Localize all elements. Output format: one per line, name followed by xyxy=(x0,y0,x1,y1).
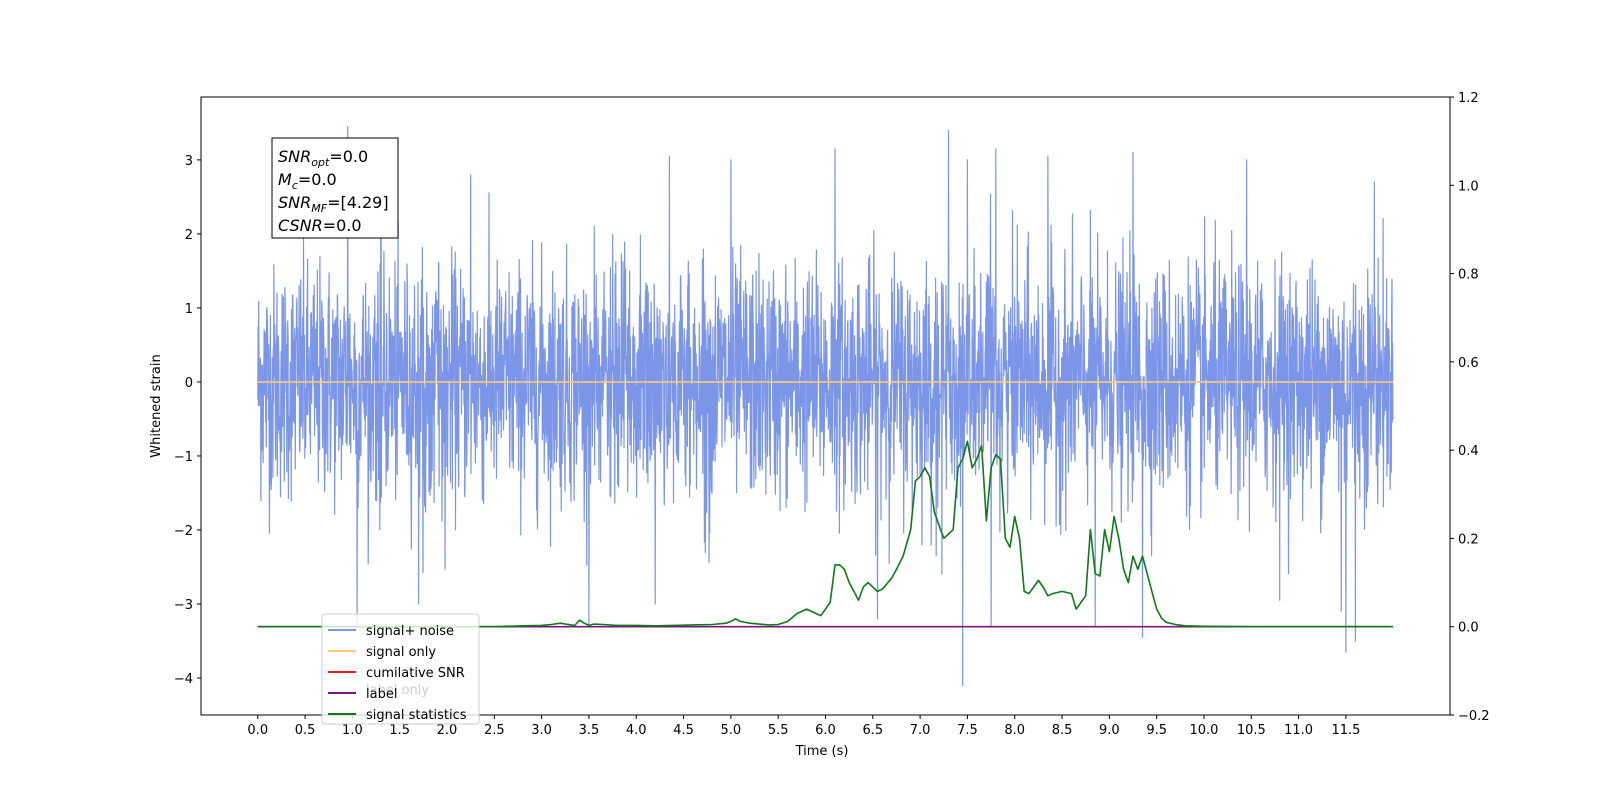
y2-tick-label: 0.6 xyxy=(1458,356,1479,371)
x-tick-label: 2.0 xyxy=(437,723,458,738)
x-tick-label: 8.0 xyxy=(1004,723,1025,738)
x-tick-label: 6.0 xyxy=(815,723,836,738)
y-tick-label: −3 xyxy=(174,598,193,613)
x-tick-label: 7.0 xyxy=(910,723,931,738)
annotation-line: Mc=0.0 xyxy=(278,170,337,192)
x-tick-label: 5.0 xyxy=(721,723,742,738)
x-tick-label: 0.0 xyxy=(247,723,268,738)
y-axis-right: −0.2 0.0 0.2 0.4 0.6 0.8 1.0 1.2 xyxy=(1450,91,1490,724)
legend-label: signal only xyxy=(366,645,436,660)
y2-tick-label: 1.2 xyxy=(1458,91,1479,106)
y2-tick-label: 0.8 xyxy=(1458,268,1479,283)
x-tick-label: 8.5 xyxy=(1052,723,1073,738)
x-tick-label: 0.5 xyxy=(295,723,316,738)
x-tick-label: 10.0 xyxy=(1190,723,1219,738)
y-axis-label: Whitened strain xyxy=(149,354,164,457)
legend-frame xyxy=(321,613,480,725)
x-tick-label: 4.5 xyxy=(673,723,694,738)
series-line-signal-statistics xyxy=(257,440,1394,628)
y-tick-label: 1 xyxy=(185,302,193,317)
x-tick-label: 10.5 xyxy=(1237,723,1266,738)
y-tick-label: −4 xyxy=(174,672,193,687)
y2-tick-label: 1.0 xyxy=(1458,179,1479,194)
x-axis-label: Time (s) xyxy=(795,744,849,759)
series-line-signal-noise xyxy=(257,126,1394,686)
x-tick-label: 6.5 xyxy=(862,723,883,738)
y-tick-label: −2 xyxy=(174,524,193,539)
x-tick-label: 4.0 xyxy=(626,723,647,738)
legend-label: signal statistics xyxy=(366,708,467,723)
x-tick-label: 2.5 xyxy=(484,723,505,738)
x-tick-label: 3.0 xyxy=(531,723,552,738)
x-tick-label: 11.5 xyxy=(1331,723,1360,738)
x-tick-label: 1.5 xyxy=(389,723,410,738)
y2-tick-label: 0.2 xyxy=(1458,532,1479,547)
annotation-line: SNRMF=[4.29] xyxy=(278,193,389,215)
y-tick-label: −1 xyxy=(174,450,193,465)
y2-tick-label: −0.2 xyxy=(1458,709,1490,724)
x-tick-label: 9.0 xyxy=(1099,723,1120,738)
x-axis: 0.0 0.5 1.0 1.5 2.0 2.5 3.0 3.5 4.0 4.5 5.0 5.5 6.0 6… xyxy=(247,715,1360,738)
legend-label: signal+ noise xyxy=(366,624,454,639)
x-tick-label: 1.0 xyxy=(342,723,363,738)
legend-label: label xyxy=(366,687,397,702)
annotation-line: SNRopt=0.0 xyxy=(278,147,368,169)
legend-hidden-label: label only xyxy=(366,683,429,698)
x-tick-label: 9.5 xyxy=(1146,723,1167,738)
y2-tick-label: 0.0 xyxy=(1458,621,1479,636)
y-axis-left: −4 −3 −2 −1 0 1 2 3 xyxy=(174,154,201,687)
y2-tick-label: 0.4 xyxy=(1458,444,1479,459)
annotation-line: CSNR=0.0 xyxy=(278,216,362,235)
y-tick-label: 0 xyxy=(185,376,193,391)
legend-label: cumilative SNR xyxy=(366,666,465,681)
x-tick-label: 7.5 xyxy=(957,723,978,738)
y-tick-label: 3 xyxy=(185,154,193,169)
x-tick-label: 5.5 xyxy=(768,723,789,738)
x-tick-label: 3.5 xyxy=(579,723,600,738)
legend: label only signal+ noise signal only cumila… xyxy=(321,613,480,725)
y-tick-label: 2 xyxy=(185,228,193,243)
x-tick-label: 11.0 xyxy=(1284,723,1313,738)
annotation-frame xyxy=(271,137,399,239)
